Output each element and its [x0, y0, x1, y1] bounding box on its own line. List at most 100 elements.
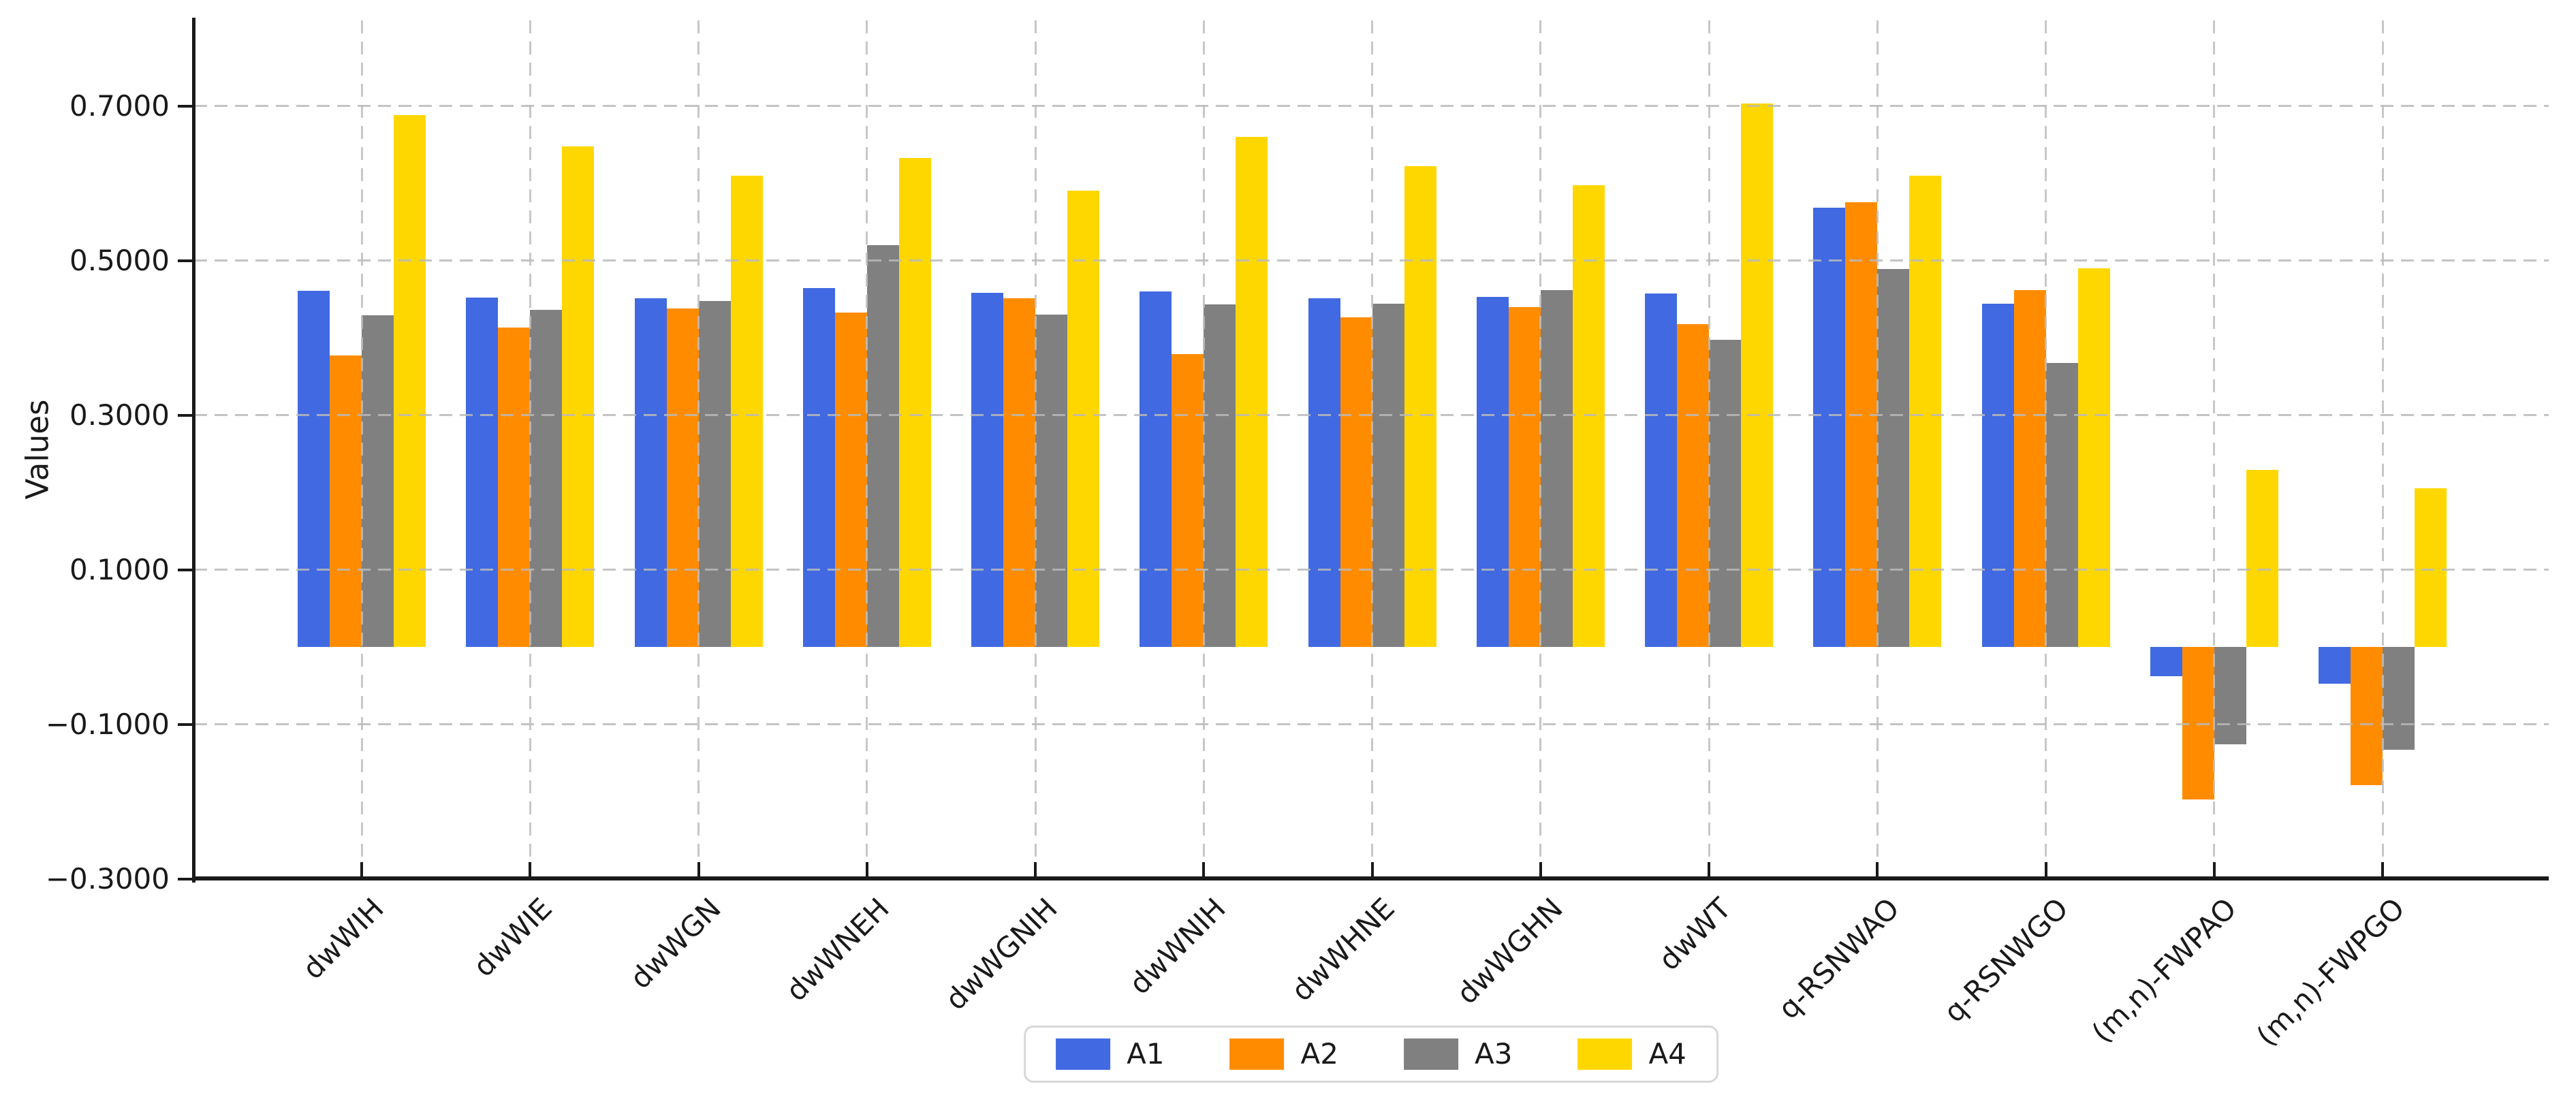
bar-A1-dwWIH [298, 290, 330, 647]
bar-A3-dwWIH [362, 315, 394, 647]
legend-swatch-A4 [1577, 1038, 1633, 1070]
bar-A1-dwWNIH [1140, 291, 1172, 647]
x-tick-mark [1202, 862, 1206, 878]
bar-A3-dwWIE [530, 310, 563, 647]
x-tick-label: dwWNIH [1122, 891, 1233, 1001]
v-gridline [1034, 20, 1037, 878]
bar-A4-dwWT [1741, 104, 1773, 647]
bar-A1-q-RSNWAO [1813, 208, 1846, 647]
y-tick-mark [178, 259, 194, 262]
x-tick-label: dwWGHN [1449, 891, 1569, 1011]
v-gridline [2045, 20, 2047, 878]
legend-swatch-A1 [1056, 1038, 1111, 1070]
bar-A1-dwWIE [466, 297, 499, 647]
v-gridline [1202, 20, 1205, 878]
x-tick-label: dwWIE [467, 891, 559, 983]
v-gridline [697, 20, 700, 878]
bar-A4-dwWHNE [1404, 166, 1436, 647]
bar-A2-(m,n)-FWPAO [2182, 647, 2214, 799]
bar-A1-(m,n)-FWPGO [2319, 647, 2351, 684]
x-axis-spine [192, 876, 2549, 880]
bar-A1-dwWGNIH [971, 293, 1003, 647]
bar-A3-q-RSNWAO [1877, 268, 1910, 647]
bar-A2-dwWGHN [1508, 306, 1541, 647]
v-gridline [1371, 20, 1373, 878]
x-tick-mark [1034, 862, 1037, 878]
x-tick-label: (m,n)-FWPGO [2250, 891, 2411, 1053]
v-gridline [866, 20, 868, 878]
x-tick-mark [2212, 862, 2216, 878]
x-tick-label: dwWIH [296, 891, 390, 986]
y-tick-mark [178, 104, 194, 108]
x-tick-mark [1876, 862, 1879, 878]
bar-A3-(m,n)-FWPGO [2383, 647, 2415, 750]
bar-A1-dwWT [1645, 293, 1677, 647]
bar-A4-q-RSNWGO [2077, 268, 2110, 647]
bar-A1-dwWGN [634, 298, 667, 647]
x-tick-label: dwWNEH [779, 891, 896, 1008]
x-tick-label: dwWT [1652, 891, 1738, 977]
x-tick-mark [1539, 862, 1542, 878]
bar-A3-dwWGNIH [1035, 314, 1067, 647]
bar-A4-(m,n)-FWPGO [2415, 488, 2447, 647]
bar-A2-dwWHNE [1340, 317, 1372, 647]
bar-A4-dwWGN [730, 175, 763, 647]
legend-swatch-A2 [1229, 1038, 1285, 1070]
v-gridline [1539, 20, 1542, 878]
x-tick-mark [529, 862, 532, 878]
bar-A4-dwWNEH [898, 157, 931, 647]
v-gridline [1876, 20, 1879, 878]
v-gridline [529, 20, 531, 878]
x-tick-mark [697, 862, 700, 878]
v-gridline [1708, 20, 1710, 878]
y-tick-label: 0.3000 [69, 398, 170, 432]
bar-A2-dwWGNIH [1003, 298, 1035, 647]
bar-A1-dwWGHN [1476, 296, 1509, 647]
legend: A1 A2 A3 A4 [1024, 1026, 1718, 1083]
bar-A4-q-RSNWAO [1909, 175, 1942, 647]
bar-A3-(m,n)-FWPAO [2214, 647, 2246, 744]
x-tick-mark [1708, 862, 1710, 878]
bar-A2-dwWIE [498, 328, 531, 647]
x-tick-label: q-RSNWGO [1936, 891, 2075, 1029]
bar-A1-(m,n)-FWPAO [2150, 647, 2182, 677]
bar-A2-dwWNEH [834, 312, 867, 647]
y-tick-mark [178, 568, 194, 571]
legend-item-A4: A4 [1577, 1038, 1686, 1070]
bar-A2-dwWNIH [1172, 353, 1204, 647]
bar-A3-dwWNIH [1204, 304, 1236, 647]
y-tick-label: −0.3000 [45, 861, 170, 895]
bar-A2-dwWIH [330, 355, 362, 647]
x-tick-mark [2044, 862, 2047, 878]
bar-A3-dwWGHN [1540, 289, 1573, 647]
bar-A2-q-RSNWGO [2013, 289, 2046, 647]
legend-label: A3 [1475, 1037, 1513, 1070]
legend-item-A1: A1 [1056, 1038, 1165, 1070]
bar-A2-q-RSNWAO [1845, 202, 1878, 647]
bar-A2-dwWT [1677, 323, 1709, 647]
bar-A2-dwWGN [666, 308, 699, 647]
bar-A1-dwWNEH [802, 288, 835, 647]
legend-item-A2: A2 [1229, 1037, 1338, 1070]
bar-A4-dwWGNIH [1067, 191, 1099, 647]
y-tick-label: 0.7000 [69, 89, 170, 123]
bar-A1-q-RSNWGO [1981, 304, 2014, 647]
bar-A3-dwWHNE [1372, 304, 1404, 647]
v-gridline [360, 20, 363, 878]
x-tick-mark [2381, 862, 2384, 878]
v-gridline [2381, 20, 2384, 878]
y-tick-mark [178, 413, 194, 417]
legend-label: A2 [1300, 1037, 1338, 1070]
y-axis-title: Values [19, 399, 56, 500]
bar-A4-dwWIE [562, 146, 595, 647]
y-tick-label: 0.1000 [69, 552, 170, 586]
bar-A3-dwWNEH [866, 244, 899, 647]
bar-A2-(m,n)-FWPGO [2351, 647, 2383, 786]
v-gridline [2213, 20, 2216, 878]
x-tick-mark [865, 862, 868, 878]
y-tick-mark [178, 877, 194, 880]
bar-A3-q-RSNWGO [2045, 363, 2078, 647]
x-tick-label: dwWGN [623, 891, 727, 996]
